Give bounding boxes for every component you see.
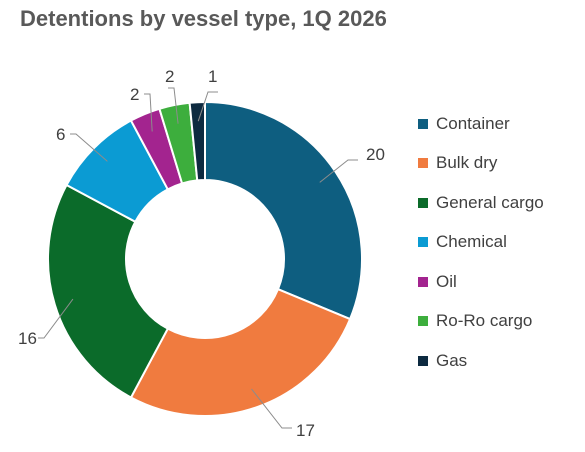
legend-item-bulk-dry: Bulk dry (418, 144, 544, 184)
legend-item-oil: Oil (418, 262, 544, 302)
legend-label: Bulk dry (436, 153, 498, 173)
leader-line-oil (144, 93, 153, 132)
legend-swatch (418, 197, 428, 208)
data-label-bulk-dry: 17 (296, 421, 315, 440)
leader-line-ro-ro-cargo (168, 87, 179, 124)
legend-item-gas: Gas (418, 341, 544, 381)
legend-swatch (418, 118, 428, 129)
data-labels: 20 17 16 6 2 2 1 (18, 67, 385, 440)
data-label-gas: 1 (208, 67, 217, 86)
legend-label: Oil (436, 271, 457, 291)
legend-item-general-cargo: General cargo (418, 183, 544, 223)
slice-container (204, 100, 363, 321)
legend-item-container: Container (418, 104, 544, 144)
legend-label: Ro-Ro cargo (436, 311, 533, 331)
slice-gas (188, 100, 206, 182)
data-label-general-cargo: 16 (18, 329, 37, 348)
legend-label: Chemical (436, 232, 507, 252)
legend-swatch (418, 316, 428, 327)
leader-line-general-cargo (38, 298, 74, 339)
legend-label: General cargo (436, 192, 544, 212)
data-label-container: 20 (366, 145, 385, 164)
donut-slices (47, 100, 363, 417)
leader-line-bulk-dry (251, 388, 292, 429)
slice-bulk-dry (129, 287, 352, 417)
data-label-oil: 2 (130, 85, 139, 104)
slice-general-cargo (47, 183, 170, 399)
chart-title: Detentions by vessel type, 1Q 2026 (20, 6, 387, 31)
data-label-ro-ro-cargo: 2 (165, 67, 174, 86)
legend-swatch (418, 158, 428, 169)
leader-line-chemical (70, 133, 108, 162)
legend-label: Container (436, 113, 510, 133)
leader-lines (38, 87, 358, 429)
leader-line-container (319, 159, 358, 183)
legend-swatch (418, 276, 428, 287)
legend-label: Gas (436, 350, 468, 370)
leader-line-gas (197, 91, 218, 122)
legend: Container Bulk dry General cargo Chemical Oi… (418, 104, 544, 381)
data-label-chemical: 6 (56, 125, 65, 144)
legend-swatch (418, 355, 428, 366)
legend-swatch (418, 237, 428, 248)
legend-item-ro-ro-cargo: Ro-Ro cargo (418, 302, 544, 342)
legend-item-chemical: Chemical (418, 223, 544, 263)
